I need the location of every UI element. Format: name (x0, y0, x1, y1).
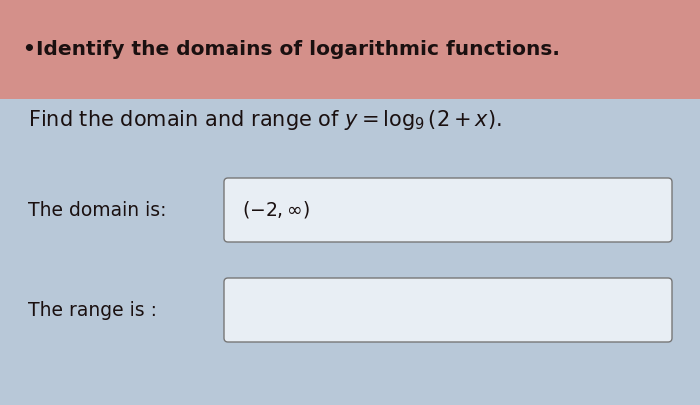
Text: The range is :: The range is : (28, 301, 157, 320)
FancyBboxPatch shape (224, 178, 672, 242)
Text: •: • (22, 40, 35, 59)
FancyBboxPatch shape (224, 278, 672, 342)
Text: $(-2,\infty)$: $(-2,\infty)$ (242, 200, 310, 220)
Text: Identify the domains of logarithmic functions.: Identify the domains of logarithmic func… (36, 40, 560, 59)
Text: The domain is:: The domain is: (28, 200, 167, 220)
FancyBboxPatch shape (0, 0, 700, 99)
Text: Find the domain and range of $y = \log_9(2 + x)$.: Find the domain and range of $y = \log_9… (28, 108, 502, 132)
